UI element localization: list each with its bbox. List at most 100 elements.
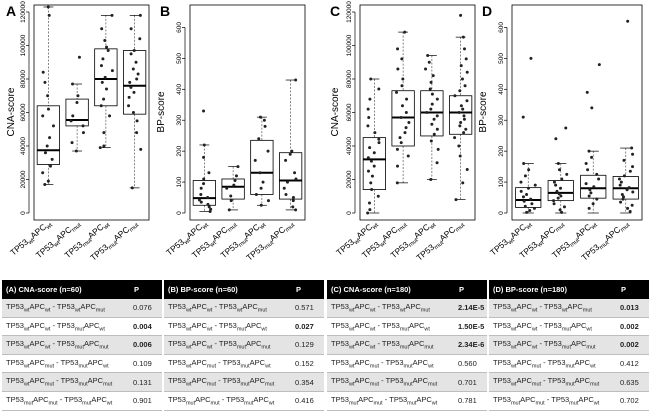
data-point: [399, 116, 403, 120]
genotype-subscript: wt: [510, 381, 517, 388]
table-row: TP53wtAPCwt - TP53mutAPCmut 0.006: [2, 335, 162, 355]
gene-name: TP53: [56, 320, 75, 330]
genotype-subscript: mut: [240, 381, 250, 388]
data-point: [45, 144, 49, 148]
genotype-subscript: wt: [103, 363, 109, 370]
y-axis-label: CNA-score: [330, 87, 341, 136]
genotype-subscript: wt: [431, 400, 438, 407]
gene-name: TP53: [493, 357, 511, 367]
y-tick-label: 80000: [20, 70, 27, 88]
p-value-cell: 0.416: [292, 391, 324, 411]
data-point: [557, 168, 561, 172]
genotype-subscript: wt: [531, 307, 538, 314]
data-point: [81, 131, 85, 135]
data-point: [559, 186, 563, 190]
panel-label: D: [482, 3, 492, 19]
data-point: [530, 202, 534, 206]
comparison-cell: TP53wtAPCmut - TP53mutAPCmut: [164, 372, 292, 392]
data-point: [522, 199, 526, 203]
data-point: [202, 143, 206, 147]
genotype-subscript: wt: [428, 363, 434, 370]
data-point: [366, 124, 370, 128]
data-point: [457, 144, 461, 148]
genotype-subscript: wt: [531, 344, 538, 351]
genotype-subscript: wt: [23, 307, 30, 314]
p-value-cell: 0.076: [130, 299, 162, 318]
data-point: [282, 186, 286, 190]
comparison-cell: TP53wtAPCmut - TP53mutAPCmut: [489, 372, 617, 392]
p-value-table: (D) BP-score (n=180) P TP53wtAPCwt - TP53w…: [489, 280, 649, 411]
data-point: [618, 183, 622, 187]
gene-name: APC: [574, 376, 591, 386]
p-value-cell: 0.635: [617, 372, 649, 392]
genotype-subscript: mut: [206, 381, 217, 388]
genotype-subscript: mut: [44, 363, 55, 370]
panel-a: A CNA-score 0 20000 40000 60000 80000 100000 120…: [6, 1, 150, 263]
box-group: [391, 30, 415, 185]
genotype-subscript: wt: [185, 344, 192, 351]
data-point: [284, 158, 288, 162]
gene-name: TP53: [168, 395, 186, 405]
comparison-cell: TP53wtAPCwt - TP53mutAPCmut: [164, 335, 292, 355]
data-point: [227, 208, 231, 212]
gene-name: TP53: [389, 395, 408, 405]
p-value-cell: 0.560: [455, 354, 487, 374]
data-point: [199, 192, 203, 196]
data-point: [465, 99, 469, 103]
data-point: [285, 180, 289, 184]
data-point: [406, 154, 410, 158]
data-point: [229, 194, 233, 198]
p-value-cell: 2.14E-5: [455, 299, 487, 318]
data-point: [43, 183, 47, 187]
genotype-subscript: wt: [510, 344, 517, 351]
data-point: [368, 97, 372, 101]
table-row: TP53wtAPCwt - TP53wtAPCmut 2.14E-5: [327, 299, 487, 318]
data-point: [401, 77, 405, 81]
data-point: [46, 179, 50, 183]
genotype-subscript: mut: [565, 363, 575, 370]
gene-name: APC: [29, 320, 45, 330]
box: [362, 137, 386, 190]
data-point: [622, 174, 626, 178]
data-point: [425, 111, 429, 114]
data-point: [259, 203, 263, 207]
data-point: [552, 199, 556, 203]
genotype-subscript: wt: [348, 363, 355, 370]
genotype-subscript: wt: [206, 307, 213, 314]
p-value-cell: 0.901: [130, 391, 162, 411]
p-value-cell: 0.701: [455, 372, 487, 392]
gene-name: TP53: [493, 376, 511, 386]
data-point: [554, 183, 558, 187]
data-point: [366, 156, 370, 160]
data-point: [294, 78, 298, 82]
gene-name: TP53: [6, 376, 24, 386]
data-point: [46, 94, 50, 98]
data-point: [134, 60, 138, 64]
data-point: [368, 208, 372, 212]
data-point: [592, 185, 596, 189]
data-point: [225, 186, 229, 190]
data-point: [427, 60, 431, 64]
gene-name: TP53: [547, 376, 566, 386]
box: [547, 180, 574, 202]
data-point: [127, 104, 131, 108]
y-tick-label: 100000: [20, 34, 27, 56]
data-point: [372, 151, 376, 155]
genotype-subscript: wt: [23, 363, 30, 370]
gene-name: TP53: [331, 339, 349, 349]
data-point: [405, 97, 409, 101]
gene-name: APC: [29, 357, 45, 367]
data-point: [555, 189, 559, 193]
gene-name: APC: [516, 302, 532, 312]
genotype-subscript: mut: [95, 307, 105, 314]
gene-name: TP53: [493, 395, 511, 405]
data-point: [597, 63, 601, 67]
gene-name: TP53: [168, 376, 186, 386]
data-point: [560, 210, 564, 214]
y-tick-label: 20000: [346, 170, 353, 188]
data-point: [464, 57, 468, 61]
y-tick-label: 300: [498, 114, 505, 125]
data-point: [465, 70, 469, 74]
table-row: TP53mutAPCmut - TP53mutAPCwt 0.416: [164, 391, 324, 411]
gene-name: APC: [412, 357, 429, 367]
